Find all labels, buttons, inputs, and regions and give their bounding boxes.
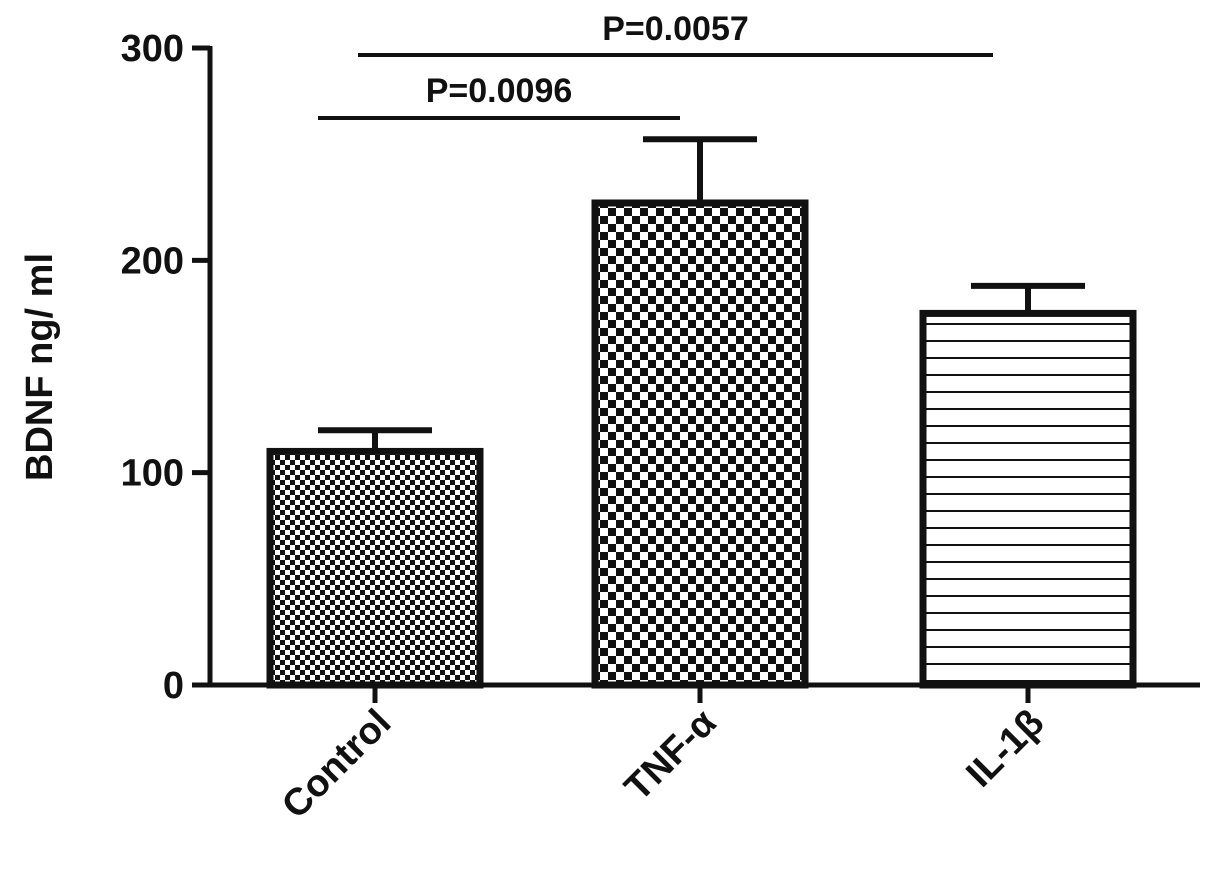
y-tick-label-200: 200 xyxy=(121,240,184,282)
y-axis-title: BDNF ng/ ml xyxy=(19,253,61,481)
significance-label-1: P=0.0096 xyxy=(426,72,573,110)
x-tick-label-control: Control xyxy=(274,702,399,827)
significance-label-2: P=0.0057 xyxy=(602,10,749,48)
y-tick-label-300: 300 xyxy=(121,28,184,70)
significance-annotations: P=0.0096 P=0.0057 xyxy=(318,10,993,120)
bar-control xyxy=(266,447,484,689)
bar-tnf- xyxy=(591,199,809,689)
y-tick-label-100: 100 xyxy=(121,453,184,495)
bar-il-1- xyxy=(919,309,1137,689)
y-tick-label-0: 0 xyxy=(163,665,184,707)
bars xyxy=(266,199,1137,689)
x-tick-label-il-1-: IL-1β xyxy=(958,702,1052,796)
error-bars xyxy=(318,136,1085,452)
x-tick-label-tnf-: TNF-α xyxy=(617,702,724,809)
